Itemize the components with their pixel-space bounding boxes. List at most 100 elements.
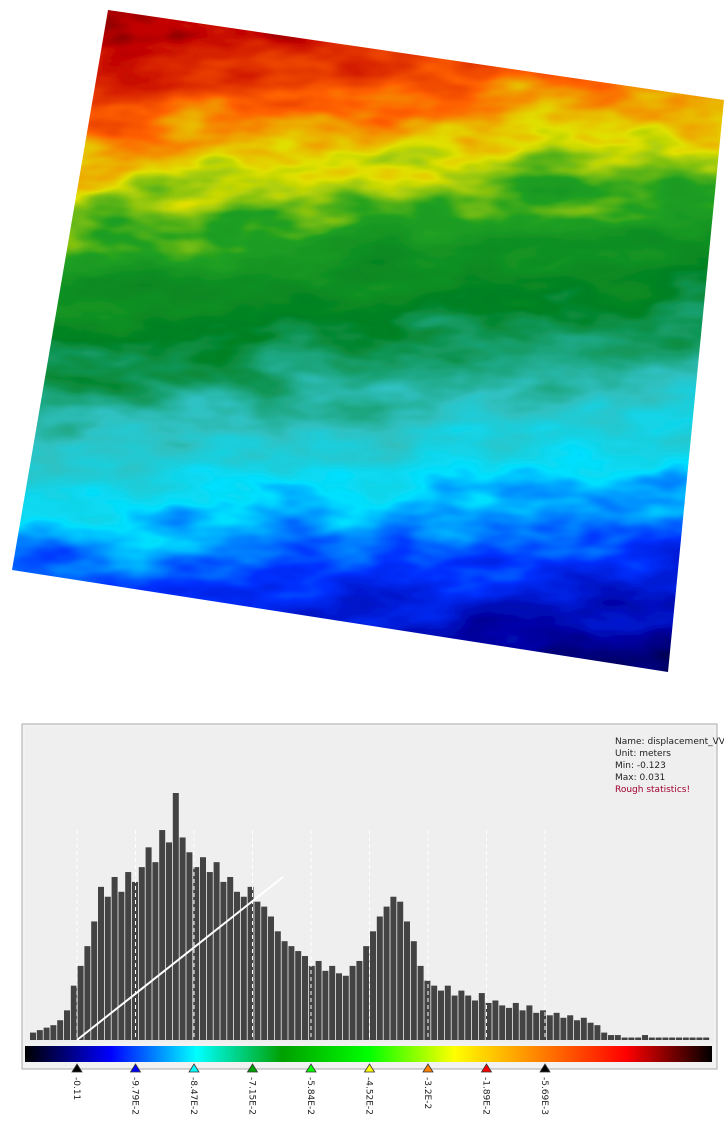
stat-name: Name: displacement_VV (615, 737, 724, 747)
histogram-bar (316, 961, 322, 1040)
histogram-bar (560, 1018, 566, 1040)
histogram-bar (397, 902, 403, 1040)
histogram-bar (254, 902, 260, 1040)
histogram-bar (186, 852, 192, 1040)
histogram-bar (649, 1038, 655, 1040)
histogram-bar (676, 1038, 682, 1040)
histogram-bar (377, 917, 383, 1041)
page: Name: displacement_VV Unit: meters Min: … (0, 0, 724, 1129)
histogram-bar (112, 877, 118, 1040)
histogram-bar (635, 1038, 641, 1040)
histogram-bar (696, 1038, 702, 1040)
histogram-bar (438, 991, 444, 1040)
histogram-bar (356, 961, 362, 1040)
histogram-bar (554, 1013, 560, 1040)
histogram-bar (499, 1005, 505, 1040)
histogram-bar (588, 1023, 594, 1040)
histogram-bar (513, 1003, 519, 1040)
histogram-bar (594, 1025, 600, 1040)
histogram-bar (662, 1038, 668, 1040)
tick-label: -5.69E-3 (539, 1077, 549, 1115)
histogram-bar (472, 1000, 478, 1040)
histogram-bar (567, 1015, 573, 1040)
histogram-bar (118, 892, 124, 1040)
histogram-bar (479, 993, 485, 1040)
histogram-bar (329, 966, 335, 1040)
histogram-bar (309, 966, 315, 1040)
histogram-bar (214, 862, 220, 1040)
histogram-bar (363, 946, 369, 1040)
histogram-bar (424, 981, 430, 1040)
histogram-bar (139, 867, 145, 1040)
histogram-bar (608, 1035, 614, 1040)
histogram-bar (98, 887, 104, 1040)
histogram-bar (452, 996, 458, 1040)
screen: Name: displacement_VV Unit: meters Min: … (0, 0, 724, 1129)
histogram-bar (64, 1010, 70, 1040)
histogram-bar (132, 882, 138, 1040)
histogram-bar (227, 877, 233, 1040)
histogram-bar (241, 897, 247, 1040)
histogram-bar (78, 966, 84, 1040)
tick-label: -5.84E-2 (305, 1077, 315, 1115)
tick-label: -8.47E-2 (188, 1077, 198, 1115)
histogram-bar (601, 1033, 607, 1040)
histogram-bar (30, 1033, 36, 1040)
histogram-bar (458, 991, 464, 1040)
tick-label: -1.89E-2 (481, 1077, 491, 1115)
histogram-bar (533, 1013, 539, 1040)
histogram-bar (656, 1038, 662, 1040)
histogram-bar (275, 931, 281, 1040)
histogram-bar (703, 1038, 709, 1040)
histogram-bar (520, 1010, 526, 1040)
histogram-bar (690, 1038, 696, 1040)
histogram-bar (615, 1035, 621, 1040)
histogram-bar (492, 1000, 498, 1040)
stat-note: Rough statistics! (615, 785, 690, 795)
histogram-bar (547, 1015, 553, 1040)
histogram-bar (91, 921, 97, 1040)
displacement-map (0, 0, 724, 730)
histogram-bar (173, 793, 179, 1040)
tick-label: -0.11 (71, 1077, 81, 1100)
histogram-bar (336, 973, 342, 1040)
histogram-bar (322, 971, 328, 1040)
histogram-bar (526, 1005, 532, 1040)
stat-unit: Unit: meters (615, 749, 671, 759)
stat-min: Min: -0.123 (615, 761, 666, 771)
histogram-bar (683, 1038, 689, 1040)
histogram-bar (390, 897, 396, 1040)
histogram-bar (404, 921, 410, 1040)
histogram-bar (302, 956, 308, 1040)
histogram-bar (411, 941, 417, 1040)
histogram-bar (370, 931, 376, 1040)
histogram-bar (628, 1038, 634, 1040)
histogram-bar (384, 907, 390, 1040)
histogram-bar (261, 907, 267, 1040)
histogram-bar (282, 941, 288, 1040)
histogram-bar (418, 966, 424, 1040)
histogram-bar (343, 976, 349, 1040)
color-bar (25, 1046, 712, 1062)
tick-label: -7.15E-2 (247, 1077, 257, 1115)
histogram-bar (166, 842, 172, 1040)
histogram-bar (268, 917, 274, 1041)
histogram-bar (431, 986, 437, 1040)
histogram-bar (200, 857, 206, 1040)
histogram-bar (146, 847, 152, 1040)
histogram-bar (465, 996, 471, 1040)
histogram-bar (37, 1030, 43, 1040)
histogram-bar (44, 1028, 50, 1040)
histogram-bar (84, 946, 90, 1040)
stat-max: Max: 0.031 (615, 773, 665, 783)
histogram-bar (288, 946, 294, 1040)
histogram-bar (71, 986, 77, 1040)
histogram-bar (445, 986, 451, 1040)
histogram-bar (180, 837, 186, 1040)
histogram-bar (159, 830, 165, 1040)
histogram-bar (350, 966, 356, 1040)
histogram-bar (642, 1035, 648, 1040)
histogram-bar (152, 862, 158, 1040)
tick-label: -4.52E-2 (364, 1077, 374, 1115)
histogram-bar (207, 872, 213, 1040)
